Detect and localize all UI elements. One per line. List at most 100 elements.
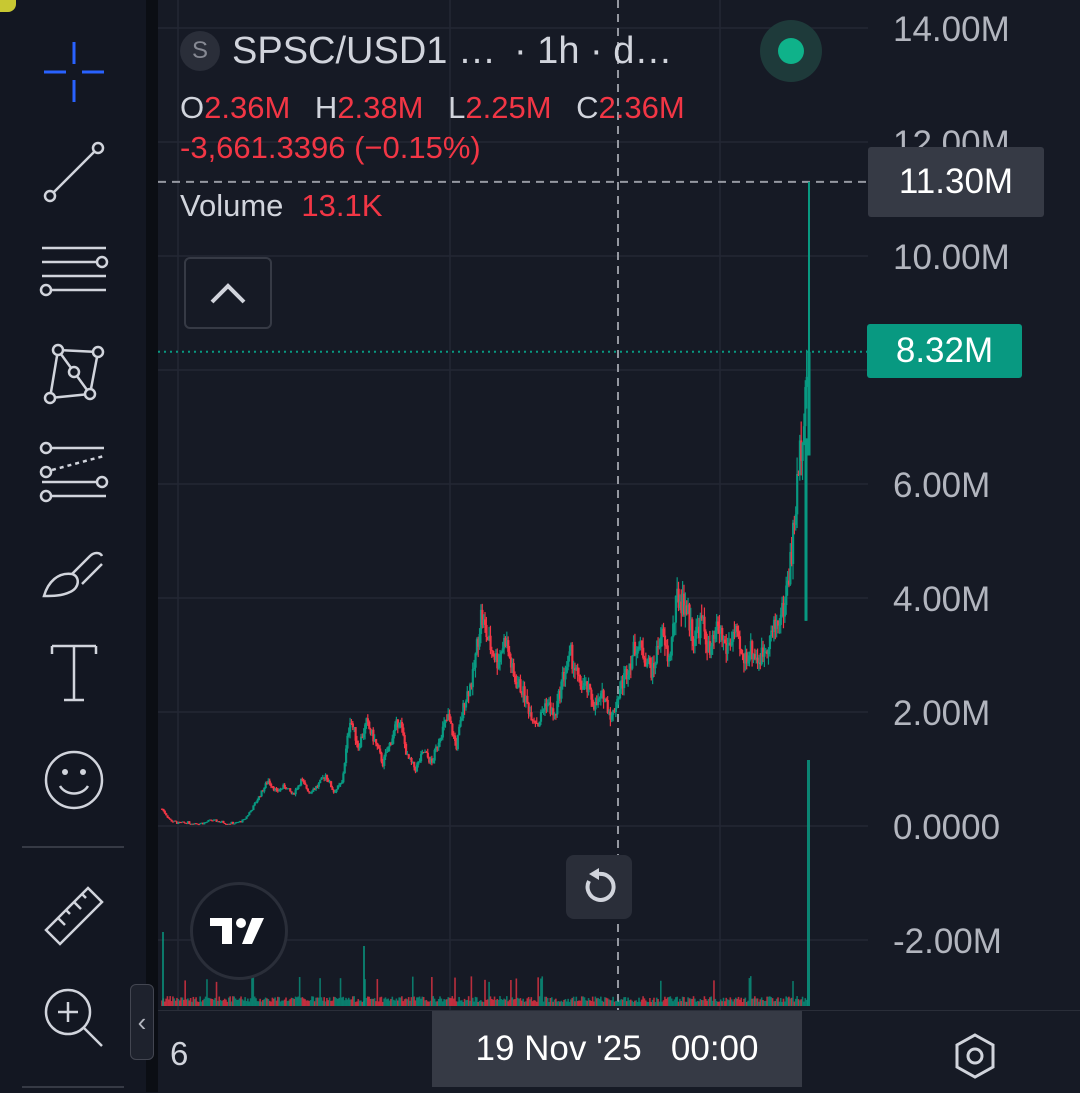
- symbol-interval[interactable]: · 1h · d…: [513, 29, 673, 72]
- candle-body: [310, 791, 314, 793]
- candle-body: [374, 739, 378, 744]
- candle-body: [349, 722, 352, 733]
- volume-bar: [260, 1001, 263, 1006]
- chart-settings-icon[interactable]: [950, 1031, 1000, 1081]
- candle-body: [790, 551, 793, 564]
- candle-body: [460, 718, 464, 721]
- volume-bar: [805, 999, 808, 1006]
- candle-body: [507, 640, 510, 652]
- emoji-tool[interactable]: [20, 740, 128, 820]
- volume-bar: [255, 998, 257, 1006]
- candle-body: [162, 808, 165, 811]
- ruler-tool[interactable]: [20, 876, 128, 956]
- candle-body: [563, 671, 566, 680]
- candle-body: [188, 821, 191, 824]
- candle-body: [451, 723, 454, 736]
- pattern-tool[interactable]: [20, 332, 128, 412]
- volume-bar: [669, 996, 672, 1006]
- volume-bar: [421, 996, 424, 1006]
- candle-body: [470, 684, 473, 688]
- volume-bar: [627, 997, 629, 1006]
- volume-bar: [357, 999, 360, 1006]
- volume-bar: [619, 1000, 621, 1006]
- symbol-row[interactable]: S SPSC/USD1 … · 1h · d…: [180, 26, 701, 76]
- candle-body: [597, 698, 600, 706]
- trend-line-tool[interactable]: [20, 132, 128, 212]
- price-axis-label: 14.00M: [893, 10, 1010, 49]
- symbol-name[interactable]: SPSC/USD1 …: [232, 29, 496, 72]
- candle-body: [212, 819, 215, 821]
- volume-bar: [583, 997, 586, 1006]
- volume-bar: [715, 1001, 718, 1006]
- candle-body: [433, 749, 436, 761]
- crosshair-time-text: 19 Nov '25 00:00: [475, 1029, 759, 1068]
- candle-body: [703, 616, 706, 632]
- candle-body: [422, 751, 425, 753]
- volume-bar: [473, 1001, 475, 1006]
- price-chart[interactable]: [158, 0, 1080, 1010]
- candle-body: [467, 691, 470, 697]
- candle-body: [203, 822, 206, 825]
- volume-bar: [222, 1000, 225, 1006]
- volume-bars: [161, 760, 810, 1006]
- volume-bar: [535, 1001, 538, 1006]
- chart-pane[interactable]: S SPSC/USD1 … · 1h · d… O2.36M H2.38M L2…: [158, 0, 1080, 1093]
- drawing-toolbar: [0, 0, 146, 1092]
- zoom-in-tool[interactable]: [20, 978, 128, 1058]
- volume-bar: [796, 996, 798, 1006]
- volume-bar: [639, 1001, 642, 1006]
- candle-body: [320, 777, 323, 780]
- candle-body: [620, 680, 623, 690]
- volume-bar: [779, 998, 782, 1006]
- volume-bar: [681, 996, 684, 1006]
- collapse-toolbar-button[interactable]: ‹: [130, 984, 154, 1060]
- volume-bar: [797, 999, 800, 1006]
- time-axis[interactable]: 6 19 Nov '25 00:00: [158, 1010, 1080, 1093]
- candle-body: [546, 703, 549, 707]
- volume-bar: [309, 1000, 312, 1006]
- volume-bar: [744, 997, 747, 1006]
- volume-value: 13.1K: [301, 188, 383, 223]
- tradingview-logo[interactable]: [190, 882, 288, 980]
- volume-bar: [219, 999, 222, 1006]
- candle-body: [274, 788, 277, 791]
- volume-bar: [326, 997, 328, 1006]
- candle-body: [474, 653, 477, 668]
- volume-bar: [399, 997, 402, 1006]
- crosshair-price-label: 11.30M: [868, 147, 1044, 217]
- horizontal-lines-tool[interactable]: [20, 232, 128, 312]
- candle-body: [609, 711, 612, 720]
- candle-body: [786, 580, 789, 586]
- collapse-legend-button[interactable]: [184, 257, 272, 329]
- crosshair-tool[interactable]: [20, 32, 128, 112]
- candle-body: [246, 815, 250, 817]
- volume-bar: [807, 760, 810, 1006]
- candle-body: [751, 641, 754, 660]
- volume-bar: [484, 979, 486, 1006]
- candle-body: [216, 821, 220, 823]
- volume-bar: [624, 997, 627, 1006]
- fib-tool[interactable]: [20, 432, 128, 512]
- candle-body: [711, 634, 714, 647]
- candle-body: [591, 699, 594, 706]
- candle-body: [646, 662, 649, 667]
- volume-bar: [356, 1001, 358, 1006]
- volume-bar: [590, 1001, 593, 1006]
- reset-chart-button[interactable]: [566, 855, 632, 919]
- candle-body: [285, 787, 288, 790]
- market-status[interactable]: [760, 20, 822, 82]
- volume-bar: [565, 1001, 568, 1006]
- volume-bar: [503, 998, 505, 1006]
- market-open-icon: [778, 38, 804, 64]
- candle-body: [428, 757, 431, 763]
- volume-bar: [371, 998, 373, 1006]
- volume-bar: [420, 998, 422, 1006]
- volume-bar: [615, 1001, 617, 1006]
- candle-body: [253, 803, 256, 806]
- volume-bar: [446, 999, 448, 1006]
- brush-tool[interactable]: [20, 532, 128, 612]
- text-tool[interactable]: [20, 632, 128, 712]
- candle-body: [654, 663, 657, 669]
- candle-body: [335, 789, 338, 792]
- candle-body: [268, 780, 271, 784]
